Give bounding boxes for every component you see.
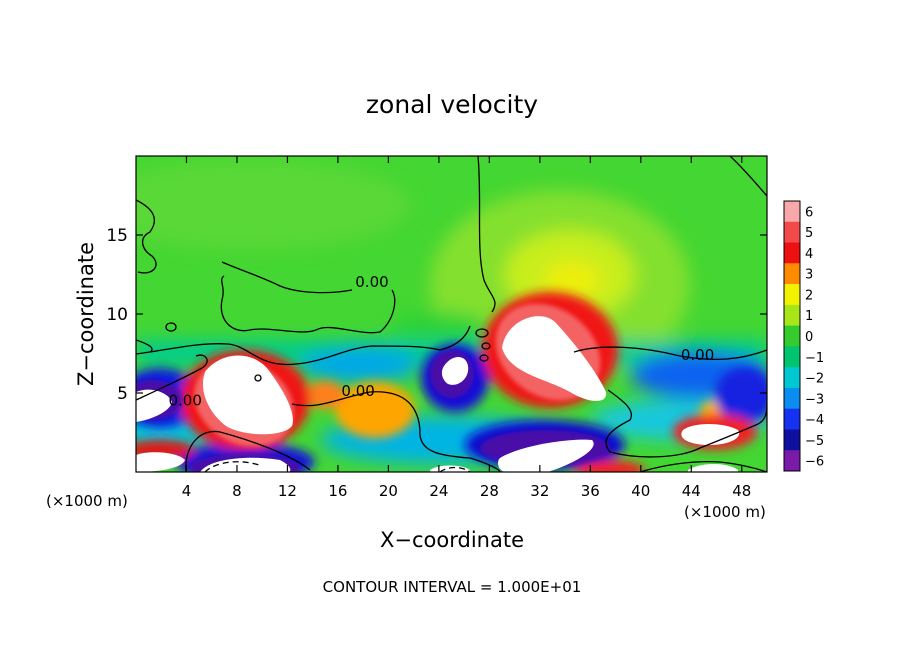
colorbar-tick-label: 3 [805,268,813,283]
y-axis-label: Z−coordinate [74,242,98,386]
core-a [202,355,293,435]
x-tick-label: 12 [278,482,297,500]
contour-label: 0.00 [169,392,202,410]
core-f [497,439,594,472]
mid-dip [390,312,490,348]
contour-small-e [254,374,262,382]
plot-area: 0.00 0.00 0.00 0.00 [136,156,767,472]
colorbar-tick-label: 4 [805,247,813,262]
colorbar-swatch [784,201,800,223]
y-tick-label: 15 [106,226,128,246]
contour-upper-wave [221,261,353,294]
cool-mid [300,347,420,383]
contour-dashed [204,461,263,472]
core-h [136,452,185,472]
contour-labels: 0.00 0.00 0.00 0.00 [169,273,715,410]
colorbar-swatch [784,242,800,264]
contour-top-right [729,156,767,197]
x-axis: 4 8 12 16 20 24 28 32 36 40 44 48 [182,156,751,500]
colorbar-tick-label: −4 [805,413,824,428]
x-tick-label: 8 [232,482,242,500]
contour-small-b [475,328,489,338]
x-tick-label: 40 [631,482,650,500]
contour-right-lower [605,389,767,458]
core-d [136,389,172,422]
colorbar-swatch [784,325,800,347]
colorbar-swatch [784,429,800,451]
colorbar-tick-label: −5 [805,434,824,449]
core-e [441,357,469,385]
core-g [200,457,291,472]
colorbar-tick-label: 0 [805,330,813,345]
x-tick-label: 16 [328,482,347,500]
colorbar-swatch [784,221,800,244]
warm-mid-left [305,381,345,409]
colorbar-swatch [784,263,800,285]
colorbar-swatch [784,387,800,410]
neg-right [715,367,767,423]
x-tick-label: 44 [682,482,701,500]
contour-dashed-b [439,466,471,472]
zero-contours [136,156,767,472]
colorbar-tick-label: −3 [805,392,824,407]
colorbar-tick-label: 1 [805,309,813,324]
colorbar-swatch [784,304,800,327]
chart-title: zonal velocity [366,90,538,119]
colorbar-swatch [784,450,800,472]
contour-interval-note: CONTOUR INTERVAL = 1.000E+01 [323,578,582,596]
contour-bottom-right [639,460,767,472]
x-tick-label: 48 [732,482,751,500]
colorbar-tick-label: −6 [805,455,824,470]
x-tick-label: 28 [480,482,499,500]
saturated-regions [136,316,740,472]
colorbar-frame [783,200,801,472]
x-unit-right: (×1000 m) [684,503,766,521]
contour-mid [136,325,471,366]
contour-upper-right [220,275,396,334]
x-tick-label: 20 [379,482,398,500]
x-unit-left: (×1000 m) [46,492,128,510]
colorbar-tick-label: −1 [805,351,824,366]
upper-jet-peak [544,262,600,298]
x-tick-label: 24 [429,482,448,500]
x-tick-label: 36 [581,482,600,500]
colorbar-swatch [784,284,800,306]
colorbar-swatch [784,346,800,368]
core-j [430,465,470,472]
colorbar-tick-label: 6 [805,205,813,220]
x-tick-label: 4 [182,482,192,500]
colorbar-swatch [784,408,800,430]
contour-left-top [136,339,153,353]
contour-label: 0.00 [681,346,714,364]
colorbar: 6 5 4 3 2 1 0 −1 −2 −3 −4 −5 −6 [783,200,824,472]
colorbar-tick-label: 5 [805,226,813,241]
contour-label: 0.00 [355,273,388,291]
y-axis: 5 10 15 [106,226,767,404]
y-tick-label: 10 [106,305,128,325]
contour-right-band [573,346,767,361]
y-tick-label: 5 [117,384,128,404]
colorbar-tick-label: −2 [805,372,824,387]
contour-left [136,354,208,401]
pos-bottom-ring [575,460,645,472]
contour-small-c [481,342,491,350]
contour-lower-mid [291,391,501,472]
contour-small-d [479,354,489,362]
contour-left-lower [185,430,311,472]
upper-left-green [136,160,410,250]
contour-label: 0.00 [341,382,374,400]
contour-vertical [477,156,496,313]
core-b [502,316,607,401]
colorbar-tick-label: 2 [805,288,813,303]
contour-upper [136,199,157,274]
x-tick-label: 32 [530,482,549,500]
colorbar-swatch [784,367,800,389]
velocity-field [136,160,767,472]
x-axis-label: X−coordinate [380,528,524,552]
core-c [681,424,740,446]
core-i [688,464,738,472]
contour-small-a [165,322,177,332]
